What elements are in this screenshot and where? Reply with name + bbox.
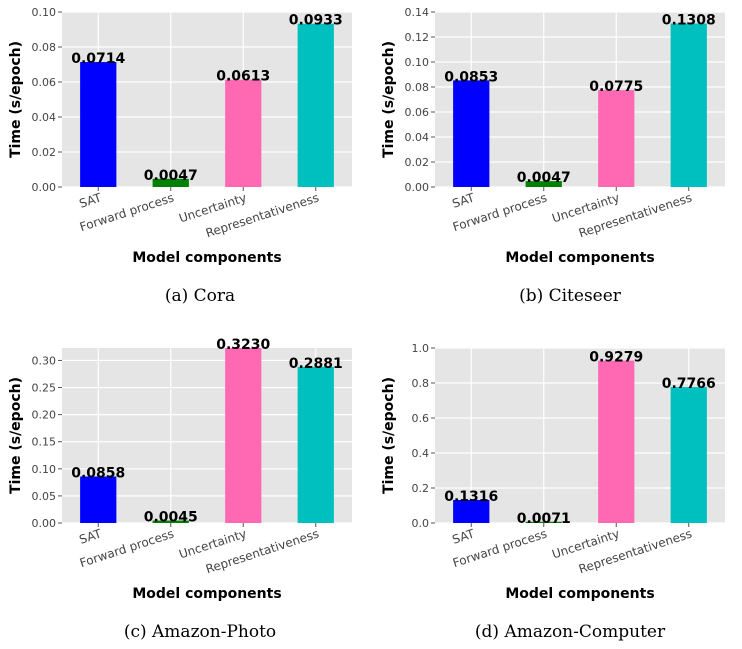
y-tick-label-b: 0.12 <box>405 31 430 44</box>
value-label-d-0: 0.1316 <box>444 489 498 505</box>
value-label-a-0: 0.0714 <box>71 51 125 67</box>
y-tick-label-a: 0.10 <box>32 6 57 19</box>
y-tick-label-c: 0.00 <box>32 517 57 530</box>
value-label-a-1: 0.0047 <box>144 168 198 184</box>
y-tick-label-b: 0.02 <box>405 156 430 169</box>
bar-c-2 <box>225 348 262 523</box>
y-tick-label-d: 0.6 <box>412 412 430 425</box>
y-tick-label-c: 0.15 <box>32 436 57 449</box>
y-tick-label-d: 0.4 <box>412 447 430 460</box>
bar-d-0 <box>453 499 490 523</box>
y-tick-label-c: 0.25 <box>32 382 57 395</box>
y-tick-label-c: 0.05 <box>32 490 57 503</box>
x-axis-label-d: Model components <box>505 586 654 602</box>
y-tick-label-d: 1.0 <box>412 342 430 355</box>
value-label-b-1: 0.0047 <box>517 170 571 186</box>
bar-a-0 <box>80 62 117 187</box>
y-tick-label-a: 0.02 <box>32 146 57 159</box>
caption-d: (d) Amazon-Computer <box>474 622 666 642</box>
y-tick-label-a: 0.00 <box>32 181 57 194</box>
y-tick-label-a: 0.04 <box>32 111 57 124</box>
x-tick-label-d: SAT <box>450 526 476 546</box>
bar-d-2 <box>598 360 635 523</box>
value-label-d-2: 0.9279 <box>589 350 643 366</box>
bar-a-1 <box>152 178 189 187</box>
value-label-c-1: 0.0045 <box>144 510 198 526</box>
y-tick-label-d: 0.2 <box>412 482 430 495</box>
bar-b-2 <box>598 90 635 187</box>
value-label-b-2: 0.0775 <box>589 79 643 95</box>
y-tick-label-b: 0.04 <box>405 131 430 144</box>
y-tick-label-d: 0.0 <box>412 517 430 530</box>
y-axis-label-b: Time (s/epoch) <box>381 41 397 158</box>
value-label-c-0: 0.0858 <box>71 466 125 482</box>
bar-b-3 <box>670 23 707 187</box>
bar-d-3 <box>670 387 707 523</box>
value-label-c-3: 0.2881 <box>289 356 343 372</box>
bar-b-1 <box>525 181 562 187</box>
bar-c-0 <box>80 476 117 523</box>
value-label-d-3: 0.7766 <box>662 376 716 392</box>
y-tick-label-b: 0.10 <box>405 56 430 69</box>
y-tick-label-b: 0.00 <box>405 181 430 194</box>
y-tick-label-b: 0.06 <box>405 106 430 119</box>
x-tick-label-a: SAT <box>77 190 103 210</box>
value-label-b-0: 0.0853 <box>444 69 498 85</box>
value-label-a-3: 0.0933 <box>289 13 343 29</box>
bar-d-1 <box>525 521 562 523</box>
y-tick-label-b: 0.08 <box>405 81 430 94</box>
y-axis-label-c: Time (s/epoch) <box>8 377 24 494</box>
bar-c-3 <box>297 366 334 523</box>
bar-a-2 <box>225 79 262 187</box>
x-axis-label-a: Model components <box>132 250 281 266</box>
bar-a-3 <box>297 23 334 187</box>
x-axis-label-c: Model components <box>132 586 281 602</box>
y-axis-label-d: Time (s/epoch) <box>381 377 397 494</box>
value-label-b-3: 0.1308 <box>662 13 716 29</box>
caption-c: (c) Amazon-Photo <box>123 622 277 642</box>
bar-b-0 <box>453 80 490 187</box>
y-tick-label-c: 0.30 <box>32 354 57 367</box>
y-tick-label-a: 0.06 <box>32 76 57 89</box>
value-label-c-2: 0.3230 <box>216 337 270 353</box>
value-label-d-1: 0.0071 <box>517 511 571 527</box>
y-tick-label-c: 0.20 <box>32 409 57 422</box>
value-label-a-2: 0.0613 <box>216 69 270 85</box>
y-tick-label-d: 0.8 <box>412 377 430 390</box>
x-tick-label-c: SAT <box>77 526 103 546</box>
caption-a: (a) Cora <box>164 286 236 306</box>
y-tick-label-a: 0.08 <box>32 41 57 54</box>
x-tick-label-b: SAT <box>450 190 476 210</box>
caption-b: (b) Citeseer <box>519 286 621 306</box>
y-tick-label-b: 0.14 <box>405 6 430 19</box>
bar-c-1 <box>152 520 189 523</box>
x-axis-label-b: Model components <box>505 250 654 266</box>
y-axis-label-a: Time (s/epoch) <box>8 41 24 158</box>
y-tick-label-c: 0.10 <box>32 463 57 476</box>
